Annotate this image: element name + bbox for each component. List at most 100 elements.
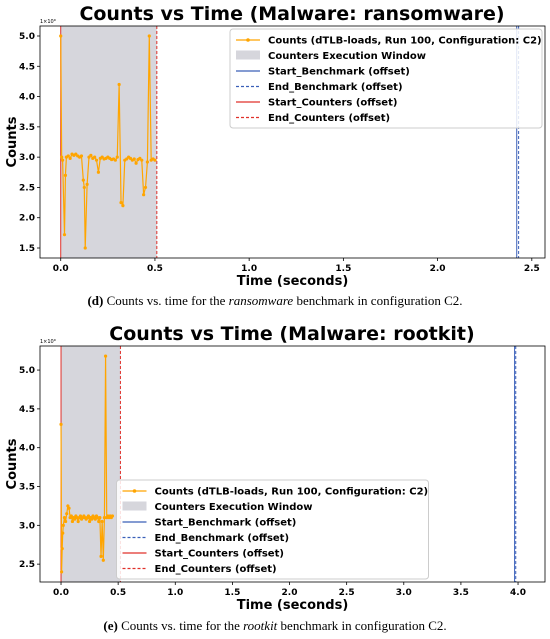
point	[113, 158, 117, 162]
legend-label: End_Counters (offset)	[155, 564, 277, 575]
legend-box	[229, 28, 543, 129]
point	[134, 161, 138, 165]
x-axis-label: Time (seconds)	[237, 274, 349, 289]
legend-label: Start_Benchmark (offset)	[155, 518, 297, 529]
legend-marker	[132, 489, 137, 493]
y-tick-label: 1.5	[19, 244, 35, 254]
point	[60, 547, 64, 551]
execution-window	[61, 346, 121, 582]
point	[62, 233, 67, 237]
y-axis-label: Counts	[5, 116, 20, 167]
caption: (d) Counts vs. time for the ransomware b…	[87, 293, 462, 308]
point	[73, 517, 77, 521]
x-axis-label: Time (seconds)	[237, 598, 349, 613]
point	[62, 515, 67, 520]
legend-marker	[246, 38, 250, 42]
y-tick-label: 3.0	[19, 521, 35, 531]
legend-label: Counts (dTLB-loads, Run 100, Configurati…	[155, 487, 429, 498]
legend-label: End_Benchmark (offset)	[155, 533, 290, 544]
point	[100, 519, 104, 524]
point	[93, 155, 97, 159]
point	[93, 517, 97, 521]
point	[98, 515, 102, 520]
x-tick-label: 0.0	[53, 588, 69, 598]
legend-swatch	[236, 50, 260, 60]
y-tick-label: 3.5	[19, 123, 35, 133]
point	[142, 193, 146, 197]
legend-label: Counters Execution Window	[155, 502, 313, 513]
point	[70, 519, 75, 524]
point	[119, 200, 123, 205]
plot-frame	[39, 25, 546, 259]
point	[61, 531, 65, 535]
x-tick-label: 0.5	[147, 264, 163, 274]
point	[63, 519, 68, 524]
y-tick-label: 2.5	[19, 183, 35, 193]
point	[103, 354, 108, 358]
y-offset-label: 1×10⁹	[40, 19, 56, 25]
caption-label: (d)	[87, 293, 103, 308]
point	[117, 82, 121, 87]
y-tick-label: 4.0	[19, 444, 35, 454]
caption-text: benchmark in configuration C2.	[296, 293, 462, 308]
point	[115, 155, 119, 159]
x-tick-label: 1.0	[241, 264, 257, 274]
point	[81, 178, 85, 182]
legend-swatch	[122, 501, 147, 511]
point	[79, 154, 84, 158]
chart-title: Counts vs Time (Malware: ransomware)	[79, 3, 504, 25]
y-tick-label: 4.5	[19, 405, 35, 415]
legend-label: Counters Execution Window	[268, 51, 426, 62]
x-tick-label: 2.0	[430, 264, 446, 274]
caption: (e) Counts vs. time for the rootkit benc…	[103, 618, 446, 633]
legend-label: Start_Counters (offset)	[155, 549, 284, 560]
x-tick-label: 2.5	[339, 588, 355, 598]
point	[76, 519, 80, 524]
x-tick-label: 1.5	[224, 588, 240, 598]
point	[63, 173, 68, 177]
point	[59, 34, 63, 38]
point	[145, 160, 150, 164]
point	[66, 154, 70, 158]
x-tick-label: 0.0	[53, 264, 69, 274]
point	[147, 34, 151, 38]
x-tick-label: 1.5	[335, 264, 351, 274]
point	[95, 515, 100, 520]
y-tick-label: 3.0	[19, 153, 35, 163]
caption-emphasis: ransomware	[229, 293, 294, 308]
point	[61, 158, 65, 162]
point	[60, 155, 64, 159]
y-tick-label: 4.0	[19, 93, 35, 103]
y-offset-label: 1×10⁹	[40, 339, 56, 345]
plot-frame	[39, 345, 546, 583]
y-tick-label: 2.0	[19, 214, 35, 224]
legend-label: End_Benchmark (offset)	[268, 82, 403, 93]
y-tick-label: 4.5	[19, 62, 35, 72]
legend-label: Counts (dTLB-loads, Run 100, Configurati…	[268, 36, 542, 47]
point	[102, 515, 107, 520]
point	[121, 204, 125, 208]
chart: Counts vs Time (Malware: rootkit) 1×10⁹ 0.…	[5, 323, 546, 613]
point	[94, 158, 99, 162]
point	[143, 185, 148, 190]
x-tick-label: 1.0	[167, 588, 183, 598]
point	[78, 514, 83, 518]
x-tick-label: 2.5	[524, 264, 540, 274]
point	[140, 158, 144, 162]
x-tick-label: 3.0	[396, 588, 412, 598]
chart-title: Counts vs Time (Malware: rootkit)	[109, 323, 474, 345]
legend-box	[116, 479, 429, 580]
caption-text: Counts vs. time for the	[121, 618, 240, 633]
legend-label: End_Counters (offset)	[268, 113, 390, 124]
point	[59, 422, 63, 427]
point	[75, 515, 79, 520]
y-tick-label: 5.0	[19, 32, 35, 42]
point	[89, 153, 93, 157]
point	[87, 519, 92, 524]
point	[153, 158, 157, 162]
x-tick-label: 0.5	[110, 588, 126, 598]
caption-text: benchmark in configuration C2.	[281, 618, 447, 633]
caption-emphasis: rootkit	[243, 618, 278, 633]
